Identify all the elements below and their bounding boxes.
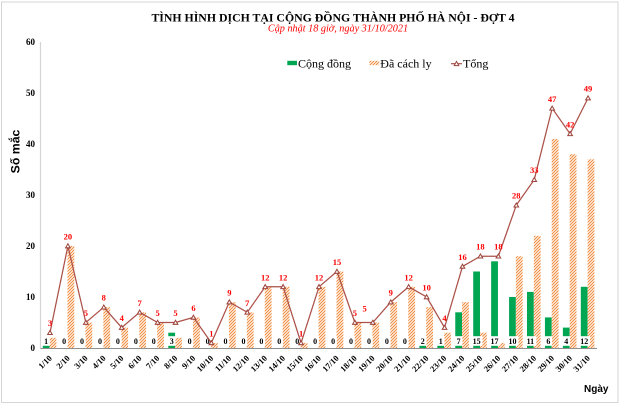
- svg-text:9: 9: [389, 288, 393, 298]
- svg-text:16: 16: [458, 252, 467, 262]
- svg-text:4: 4: [564, 337, 568, 346]
- svg-text:8: 8: [102, 293, 106, 303]
- svg-text:0: 0: [152, 337, 156, 346]
- svg-text:0: 0: [188, 337, 192, 346]
- svg-text:TÌNH HÌNH DỊCH TẠI CỘNG ĐỒNG T: TÌNH HÌNH DỊCH TẠI CỘNG ĐỒNG THÀNH PHỐ H…: [151, 10, 514, 25]
- svg-text:2: 2: [421, 337, 425, 346]
- svg-text:12: 12: [580, 337, 588, 346]
- svg-text:0: 0: [98, 337, 102, 346]
- svg-text:3: 3: [48, 318, 52, 328]
- svg-text:0: 0: [349, 337, 353, 346]
- svg-text:9: 9: [227, 288, 231, 298]
- svg-text:0: 0: [62, 337, 66, 346]
- svg-text:0: 0: [277, 337, 281, 346]
- svg-text:11: 11: [527, 337, 535, 346]
- svg-text:7: 7: [138, 298, 143, 308]
- svg-text:0: 0: [224, 337, 228, 346]
- svg-text:12: 12: [279, 272, 288, 282]
- svg-text:5: 5: [84, 308, 88, 318]
- svg-text:28: 28: [512, 191, 521, 201]
- svg-text:0: 0: [313, 337, 317, 346]
- svg-text:Cộng đồng: Cộng đồng: [298, 56, 351, 70]
- svg-text:17: 17: [491, 337, 499, 346]
- svg-text:42: 42: [566, 119, 575, 129]
- svg-text:0: 0: [367, 337, 371, 346]
- svg-text:12: 12: [315, 272, 324, 282]
- svg-text:30: 30: [26, 190, 36, 200]
- svg-text:7: 7: [245, 298, 250, 308]
- svg-text:50: 50: [26, 88, 36, 98]
- svg-text:6: 6: [191, 303, 195, 313]
- svg-text:Số mắc: Số mắc: [8, 129, 23, 173]
- svg-text:0: 0: [31, 343, 36, 353]
- svg-text:Tổng: Tổng: [463, 56, 488, 70]
- svg-text:0: 0: [295, 337, 299, 346]
- svg-text:3: 3: [170, 337, 174, 346]
- svg-text:33: 33: [530, 165, 539, 175]
- svg-text:0: 0: [241, 337, 245, 346]
- svg-text:0: 0: [116, 337, 120, 346]
- svg-text:20: 20: [64, 232, 73, 242]
- svg-text:0: 0: [134, 337, 138, 346]
- svg-text:1: 1: [44, 337, 48, 346]
- svg-text:10: 10: [508, 337, 516, 346]
- svg-text:1: 1: [439, 337, 443, 346]
- svg-text:0: 0: [331, 337, 335, 346]
- svg-text:0: 0: [403, 337, 407, 346]
- svg-text:10: 10: [26, 292, 36, 302]
- svg-text:4: 4: [120, 313, 125, 323]
- svg-text:Cập nhật 18 giờ, ngày 31/10/20: Cập nhật 18 giờ, ngày 31/10/2021: [268, 24, 408, 35]
- svg-text:1: 1: [299, 328, 303, 338]
- svg-text:47: 47: [548, 94, 557, 104]
- svg-text:0: 0: [259, 337, 263, 346]
- svg-text:20: 20: [26, 241, 36, 251]
- svg-text:6: 6: [546, 337, 550, 346]
- svg-text:40: 40: [26, 139, 36, 149]
- svg-text:15: 15: [473, 337, 481, 346]
- svg-text:5: 5: [353, 308, 357, 318]
- svg-text:Đã cách ly: Đã cách ly: [380, 56, 431, 70]
- svg-text:60: 60: [26, 37, 36, 47]
- svg-text:12: 12: [261, 272, 270, 282]
- svg-text:12: 12: [404, 272, 413, 282]
- svg-text:49: 49: [584, 84, 593, 94]
- svg-text:5: 5: [155, 308, 159, 318]
- svg-text:18: 18: [476, 242, 485, 252]
- svg-text:7: 7: [457, 337, 461, 346]
- svg-text:15: 15: [333, 257, 342, 267]
- svg-text:0: 0: [80, 337, 84, 346]
- svg-text:0: 0: [206, 337, 210, 346]
- svg-text:4: 4: [442, 313, 447, 323]
- svg-text:Ngày: Ngày: [584, 384, 609, 395]
- svg-text:18: 18: [494, 242, 503, 252]
- svg-text:5: 5: [362, 303, 366, 313]
- svg-text:10: 10: [422, 283, 431, 293]
- svg-text:1: 1: [209, 328, 213, 338]
- svg-text:5: 5: [173, 308, 177, 318]
- svg-text:0: 0: [385, 337, 389, 346]
